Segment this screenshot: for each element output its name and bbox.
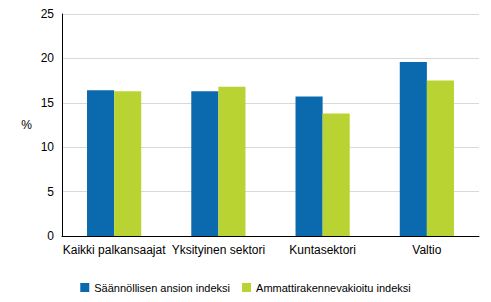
svg-text:Yksityinen sektori: Yksityinen sektori [172,243,265,257]
svg-text:0: 0 [47,229,54,243]
svg-text:15: 15 [41,96,55,110]
svg-text:%: % [21,118,32,132]
svg-text:25: 25 [41,7,55,21]
svg-text:5: 5 [47,185,54,199]
svg-text:Kaikki palkansaajat: Kaikki palkansaajat [63,243,166,257]
svg-text:Säännöllisen ansion indeksi: Säännöllisen ansion indeksi [94,282,230,294]
svg-text:Kuntasektori: Kuntasektori [289,243,356,257]
svg-text:Valtio: Valtio [412,243,441,257]
svg-text:20: 20 [41,51,55,65]
svg-text:10: 10 [41,140,55,154]
svg-text:Ammattirakennevakioitu indeksi: Ammattirakennevakioitu indeksi [256,282,411,294]
